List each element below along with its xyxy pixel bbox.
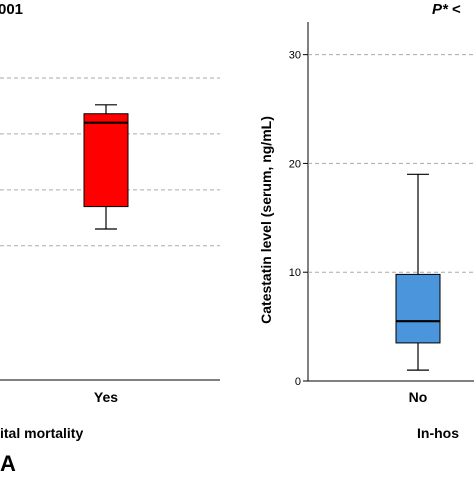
- right-box-no: [395, 173, 441, 371]
- y-tick-label-20: 20: [289, 158, 301, 170]
- left-category-label: Yes: [94, 389, 118, 405]
- left-boxplot-panel: 001 ital mortality Yes: [0, 1, 220, 441]
- y-tick-label-30: 30: [289, 50, 301, 62]
- title-lt-symbol: <: [448, 1, 461, 18]
- right-boxplot-panel: P* < Catestatin level (serum, ng/mL) In-…: [258, 1, 474, 441]
- box-iqr: [395, 273, 441, 344]
- left-gridlines: [0, 77, 220, 247]
- title-p-symbol: P*: [432, 1, 449, 18]
- right-x-axis-label: In-hos: [417, 425, 459, 441]
- left-box-yes: [83, 104, 129, 230]
- box-iqr: [83, 113, 129, 208]
- right-chart-title: P* <: [432, 1, 461, 18]
- right-gridlines: [308, 54, 474, 273]
- right-y-ticks: 0 10 20 30: [289, 50, 308, 388]
- right-y-axis-label: Catestatin level (serum, ng/mL): [258, 116, 274, 324]
- y-tick-label-0: 0: [295, 376, 301, 388]
- panel-label: A: [0, 451, 16, 474]
- y-tick-label-10: 10: [289, 267, 301, 279]
- left-x-axis-label: ital mortality: [0, 425, 83, 441]
- left-chart-title: 001: [0, 1, 23, 18]
- right-category-label: No: [409, 389, 428, 405]
